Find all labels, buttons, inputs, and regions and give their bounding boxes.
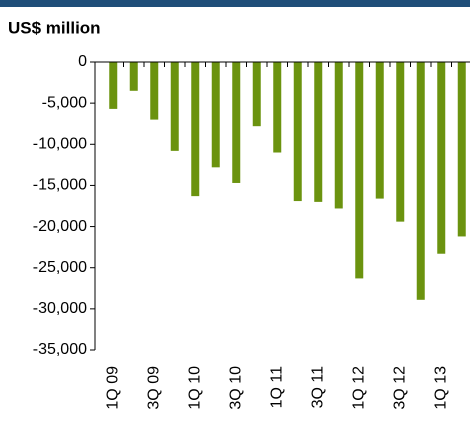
bar xyxy=(191,62,200,197)
bar xyxy=(396,62,405,222)
y-tick-label: -25,000 xyxy=(33,259,87,276)
bar xyxy=(334,62,343,209)
bar xyxy=(437,62,446,254)
y-tick-label: -20,000 xyxy=(33,218,87,235)
bar xyxy=(355,62,364,279)
bar xyxy=(109,62,118,109)
bar xyxy=(252,62,261,127)
header-band xyxy=(0,0,470,7)
x-tick-label: 1Q 11 xyxy=(268,366,285,409)
y-tick-label: -30,000 xyxy=(33,300,87,317)
x-tick-label: 1Q 09 xyxy=(104,366,121,410)
bar xyxy=(293,62,302,202)
x-tick-label: 3Q 09 xyxy=(145,366,162,410)
x-tick-label: 1Q 12 xyxy=(350,366,367,410)
x-tick-label: 3Q 11 xyxy=(309,366,326,409)
y-tick-label: -35,000 xyxy=(33,341,87,358)
y-tick-label: -5,000 xyxy=(42,94,87,111)
x-tick-label: 3Q 10 xyxy=(227,366,244,410)
x-tick-label: 3Q 12 xyxy=(391,366,408,410)
bar xyxy=(457,62,466,237)
bar xyxy=(314,62,323,202)
bar xyxy=(232,62,241,183)
bar xyxy=(273,62,282,153)
y-tick-label: -10,000 xyxy=(33,136,87,153)
bar xyxy=(170,62,179,151)
bar xyxy=(375,62,384,199)
bar xyxy=(211,62,220,168)
bar xyxy=(129,62,138,91)
x-tick-label: 1Q 13 xyxy=(432,366,449,410)
chart-title: US$ million xyxy=(8,18,101,37)
y-tick-label: 0 xyxy=(78,53,87,70)
bar xyxy=(416,62,425,300)
y-tick-label: -15,000 xyxy=(33,177,87,194)
bar xyxy=(150,62,159,120)
x-tick-label: 1Q 10 xyxy=(186,366,203,410)
